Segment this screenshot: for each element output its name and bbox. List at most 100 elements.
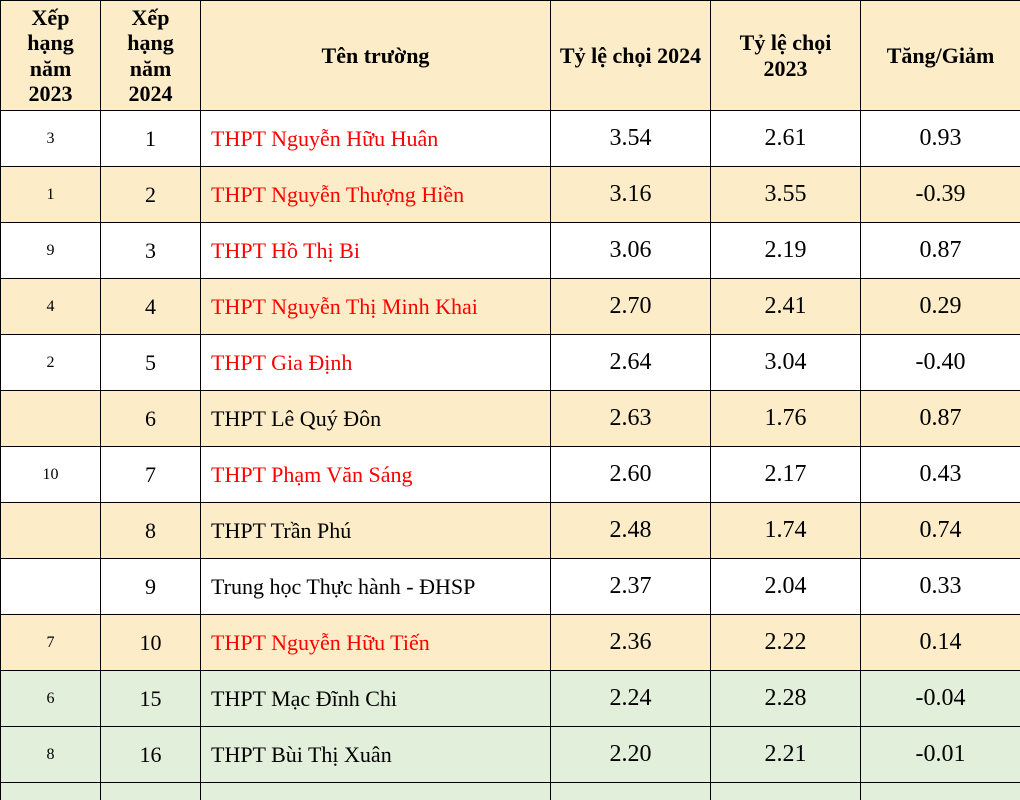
- cell-name: THPT Trần Phú: [201, 503, 551, 559]
- cell-r2023: 3.04: [711, 335, 861, 391]
- cell-r2024: 2.60: [551, 447, 711, 503]
- cell-rank24: 1: [101, 111, 201, 167]
- cell-rank24: 8: [101, 503, 201, 559]
- cell-name: THPT Nguyễn Hữu Huân: [201, 111, 551, 167]
- table-row: 615THPT Mạc Đĩnh Chi2.242.28-0.04: [1, 671, 1020, 727]
- cell-name: THPT Hồ Thị Bi: [201, 223, 551, 279]
- cell-rank23: 9: [1, 223, 101, 279]
- cell-rank24: 16: [101, 727, 201, 783]
- cell-rank24: 10: [101, 615, 201, 671]
- cell-name: THPT Nguyễn Thượng Hiền: [201, 167, 551, 223]
- cell-name: THPT Gia Định: [201, 335, 551, 391]
- cell-rank24: 6: [101, 391, 201, 447]
- table-row: 107THPT Phạm Văn Sáng2.602.170.43: [1, 447, 1020, 503]
- cell-r2023: 2.04: [711, 559, 861, 615]
- cell-delta: -0.40: [861, 335, 1020, 391]
- cell-r2024: 3.06: [551, 223, 711, 279]
- table-body: 31THPT Nguyễn Hữu Huân3.542.610.9312THPT…: [1, 111, 1020, 800]
- cell-r2024: 2.19: [551, 783, 711, 800]
- cell-r2024: 2.20: [551, 727, 711, 783]
- cell-delta: -0.01: [861, 727, 1020, 783]
- cell-rank23: 2: [1, 335, 101, 391]
- cell-rank23: 10: [1, 447, 101, 503]
- cell-r2024: 2.24: [551, 671, 711, 727]
- table-row: 12THPT Nguyễn Thượng Hiền3.163.55-0.39: [1, 167, 1020, 223]
- cell-delta: 0.43: [861, 447, 1020, 503]
- cell-delta: 0.87: [861, 223, 1020, 279]
- cell-name: THPT Lê Quý Đôn: [201, 391, 551, 447]
- cell-rank24: 17: [101, 783, 201, 800]
- cell-rank23: [1, 391, 101, 447]
- table-row: 8THPT Trần Phú2.481.740.74: [1, 503, 1020, 559]
- cell-rank24: 15: [101, 671, 201, 727]
- cell-r2023: 2.19: [711, 223, 861, 279]
- table-row: 816THPT Bùi Thị Xuân2.202.21-0.01: [1, 727, 1020, 783]
- cell-r2023: 2.21: [711, 727, 861, 783]
- cell-rank24: 9: [101, 559, 201, 615]
- cell-r2023: 2.61: [711, 111, 861, 167]
- cell-rank24: 4: [101, 279, 201, 335]
- cell-rank24: 2: [101, 167, 201, 223]
- cell-rank23: 7: [1, 615, 101, 671]
- header-name: Tên trường: [201, 1, 551, 111]
- cell-r2024: 2.63: [551, 391, 711, 447]
- cell-name: Trung học Thực hành - ĐHSP: [201, 559, 551, 615]
- cell-delta: -0.10: [861, 783, 1020, 800]
- table-row: 31THPT Nguyễn Hữu Huân3.542.610.93: [1, 111, 1020, 167]
- cell-r2023: 2.17: [711, 447, 861, 503]
- cell-delta: 0.29: [861, 279, 1020, 335]
- cell-name: THPT Mạc Đĩnh Chi: [201, 671, 551, 727]
- cell-r2023: 3.55: [711, 167, 861, 223]
- cell-rank24: 5: [101, 335, 201, 391]
- cell-r2024: 3.54: [551, 111, 711, 167]
- cell-delta: 0.33: [861, 559, 1020, 615]
- cell-r2023: 2.28: [711, 671, 861, 727]
- cell-rank24: 7: [101, 447, 201, 503]
- cell-r2023: 2.41: [711, 279, 861, 335]
- cell-r2024: 2.48: [551, 503, 711, 559]
- cell-rank23: [1, 559, 101, 615]
- cell-name: THPT Thủ Đức: [201, 783, 551, 800]
- cell-r2024: 2.70: [551, 279, 711, 335]
- table-head: Xếp hạng năm 2023Xếp hạng năm 2024Tên tr…: [1, 1, 1020, 111]
- cell-r2024: 2.37: [551, 559, 711, 615]
- cell-rank23: 4: [1, 279, 101, 335]
- cell-r2023: 2.29: [711, 783, 861, 800]
- cell-delta: 0.14: [861, 615, 1020, 671]
- table-row: 517THPT Thủ Đức2.192.29-0.10: [1, 783, 1020, 800]
- cell-rank23: 6: [1, 671, 101, 727]
- cell-rank23: 1: [1, 167, 101, 223]
- header-rank23: Xếp hạng năm 2023: [1, 1, 101, 111]
- cell-rank23: 5: [1, 783, 101, 800]
- table-row: 25THPT Gia Định2.643.04-0.40: [1, 335, 1020, 391]
- cell-delta: 0.87: [861, 391, 1020, 447]
- cell-rank24: 3: [101, 223, 201, 279]
- cell-delta: -0.04: [861, 671, 1020, 727]
- cell-delta: -0.39: [861, 167, 1020, 223]
- header-row: Xếp hạng năm 2023Xếp hạng năm 2024Tên tr…: [1, 1, 1020, 111]
- cell-r2023: 1.76: [711, 391, 861, 447]
- cell-rank23: 3: [1, 111, 101, 167]
- table-row: 9Trung học Thực hành - ĐHSP2.372.040.33: [1, 559, 1020, 615]
- cell-name: THPT Nguyễn Hữu Tiến: [201, 615, 551, 671]
- cell-rank23: [1, 503, 101, 559]
- cell-r2024: 2.36: [551, 615, 711, 671]
- cell-name: THPT Nguyễn Thị Minh Khai: [201, 279, 551, 335]
- cell-r2023: 2.22: [711, 615, 861, 671]
- cell-delta: 0.74: [861, 503, 1020, 559]
- header-r2023: Tỷ lệ chọi 2023: [711, 1, 861, 111]
- header-r2024: Tỷ lệ chọi 2024: [551, 1, 711, 111]
- table-row: 710THPT Nguyễn Hữu Tiến2.362.220.14: [1, 615, 1020, 671]
- cell-name: THPT Phạm Văn Sáng: [201, 447, 551, 503]
- table-row: 6THPT Lê Quý Đôn2.631.760.87: [1, 391, 1020, 447]
- cell-name: THPT Bùi Thị Xuân: [201, 727, 551, 783]
- table-row: 93THPT Hồ Thị Bi3.062.190.87: [1, 223, 1020, 279]
- cell-rank23: 8: [1, 727, 101, 783]
- cell-r2024: 3.16: [551, 167, 711, 223]
- cell-delta: 0.93: [861, 111, 1020, 167]
- cell-r2024: 2.64: [551, 335, 711, 391]
- header-rank24: Xếp hạng năm 2024: [101, 1, 201, 111]
- ranking-table: Xếp hạng năm 2023Xếp hạng năm 2024Tên tr…: [0, 0, 1020, 800]
- cell-r2023: 1.74: [711, 503, 861, 559]
- header-delta: Tăng/Giảm: [861, 1, 1020, 111]
